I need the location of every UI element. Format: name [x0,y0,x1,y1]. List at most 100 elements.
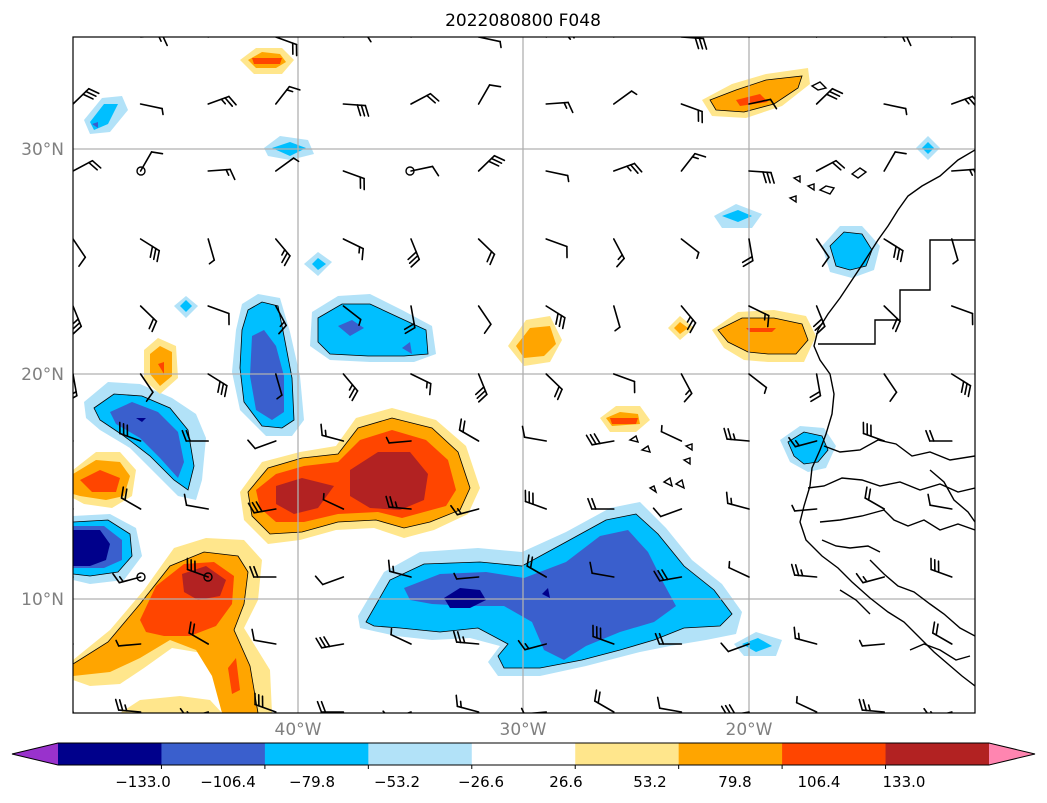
wind-barb [247,501,277,514]
map-panel [73,37,975,713]
lat-label-20n: 20°N [21,365,64,385]
wind-barb [720,642,750,653]
lon-label-30w: 30°W [500,720,547,740]
colorbar-segment [678,743,783,765]
wind-barb [274,85,301,105]
wind-barb [517,639,548,651]
colorbar-label-4: −26.6 [458,773,504,791]
wind-barb [453,572,480,580]
negative-field-far-west [73,514,142,584]
wind-barb [793,626,818,645]
wind-barb [545,373,563,401]
wind-barb [521,425,548,442]
lon-label-20w: 20°W [726,720,773,740]
wind-barb [112,572,142,584]
wind-barb [410,373,432,396]
wind-barb [139,373,154,403]
wind-barb [862,421,886,442]
colorbar-label-6: 53.2 [633,773,666,791]
wind-barb [748,37,751,38]
wind-barb [274,157,300,172]
lat-label-10n: 10°N [21,590,64,610]
wind-barb [274,37,298,57]
wind-barb [612,305,621,332]
wind-barb [545,37,575,40]
wind-barb [545,238,568,259]
wind-barb [930,557,953,578]
wind-barb [139,238,161,263]
wind-barb [73,711,74,713]
colorbar-segment [885,743,990,765]
wind-barb [114,698,142,713]
wind-barb [925,429,953,442]
wind-barb [660,424,683,442]
colorbar-extend-min [12,743,58,765]
wind-barb [73,373,78,399]
wind-barb [316,700,345,713]
wind-barb [73,643,74,645]
wind-barbs [73,37,975,713]
positive-field-northeast [702,68,810,118]
wind-barb [315,636,345,649]
positive-field-central-main [240,408,480,544]
map-title: 2022080800 F048 [445,11,601,31]
wind-barb [314,575,345,586]
positive-field-north [240,48,294,74]
wind-barb [680,373,693,403]
wind-barb [612,162,643,174]
wind-barb [249,565,277,578]
wind-barb [403,305,416,335]
wind-barb [73,440,74,442]
wind-barb [387,559,412,578]
latitude-labels: 30°N 20°N 10°N [21,140,64,610]
wind-barb [274,305,287,335]
wind-barb [653,569,683,582]
wind-barb [73,159,102,172]
wind-barb [680,305,697,334]
wind-barb [410,92,440,105]
wind-barb [207,168,236,181]
wind-barb [656,696,683,713]
map-frame [72,36,976,714]
wind-barb [474,373,488,403]
colorbar-segment [264,743,369,765]
wind-barb [385,436,412,444]
wind-barb [477,238,496,266]
wind-barb [883,103,908,116]
wind-barb [680,238,700,260]
wind-barb [927,493,953,510]
wind-barb [207,95,237,107]
wind-barb [410,165,440,177]
wind-barb [274,373,283,400]
wind-barb [342,103,370,117]
wind-barb [545,305,566,330]
wind-barb [73,508,74,510]
wind-barb [950,305,974,326]
wind-barb [748,98,778,110]
wind-barb [592,624,615,645]
negative-field-northwest [84,96,128,134]
wind-barb [883,373,898,403]
wind-barb [73,37,74,38]
wind-barb [183,493,209,510]
wind-barb [139,305,158,333]
wind-barb [342,373,359,402]
colorbar-label-8: 106.4 [798,773,841,791]
positive-field-west-small [144,338,178,394]
wind-barb [858,698,886,713]
wind-barb [458,418,480,442]
positive-field-south-edge [120,696,222,713]
colorbar-segment [782,743,887,765]
wind-barb [788,436,818,448]
lat-label-30n: 30°N [21,140,64,160]
wind-barb [883,238,904,263]
wind-barb [741,238,754,268]
wind-barb [815,87,844,105]
wind-barb [652,507,683,518]
wind-barb [587,497,615,510]
colorbar-label-9: 133.0 [883,773,926,791]
wind-barb [274,238,291,267]
wind-barb [450,504,480,516]
wind-barb [864,486,886,510]
